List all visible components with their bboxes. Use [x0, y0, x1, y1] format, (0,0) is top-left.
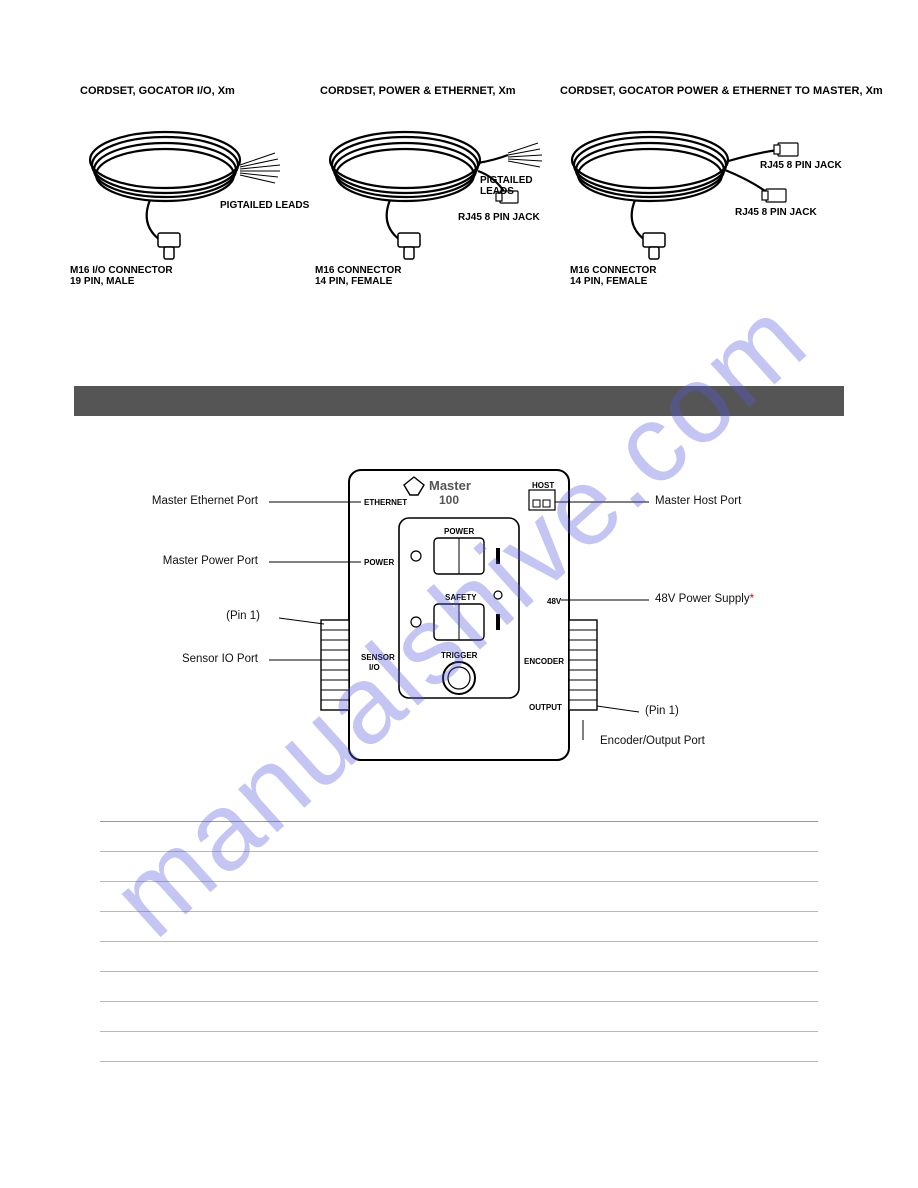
- spec-table: [100, 792, 818, 1062]
- svg-text:Master: Master: [429, 478, 471, 493]
- callout-host: Master Host Port: [655, 495, 741, 507]
- svg-text:SAFETY: SAFETY: [445, 593, 477, 602]
- section-divider-bar: [74, 386, 844, 416]
- table-row: [100, 882, 818, 912]
- svg-text:OUTPUT: OUTPUT: [529, 703, 562, 712]
- svg-text:48V: 48V: [547, 597, 562, 606]
- table-row: [100, 942, 818, 972]
- cordset-2: CORDSET, POWER & ETHERNET, Xm: [320, 85, 560, 275]
- master-100-diagram: Master 100 ETHERNET HOST POWER POWER SAF…: [269, 460, 649, 780]
- cordset-2-diagram: [320, 105, 550, 275]
- svg-text:SENSOR: SENSOR: [361, 653, 395, 662]
- svg-text:POWER: POWER: [444, 527, 474, 536]
- callout-power: Master Power Port: [163, 555, 258, 567]
- master-100-figure: Master 100 ETHERNET HOST POWER POWER SAF…: [0, 460, 918, 780]
- svg-text:ETHERNET: ETHERNET: [364, 498, 407, 507]
- callout-48v: 48V Power Supply*: [655, 593, 754, 605]
- cordset-1: CORDSET, GOCATOR I/O, Xm: [80, 85, 320, 275]
- table-row: [100, 912, 818, 942]
- table-row: [100, 1002, 818, 1032]
- cordset-3-title: CORDSET, GOCATOR POWER & ETHERNET TO MAS…: [560, 85, 860, 97]
- table-row: [100, 852, 818, 882]
- cordset-1-diagram: [80, 105, 300, 275]
- callout-ethernet: Master Ethernet Port: [152, 495, 258, 507]
- cordset-1-title: CORDSET, GOCATOR I/O, Xm: [80, 85, 320, 97]
- svg-text:100: 100: [439, 493, 459, 507]
- svg-text:POWER: POWER: [364, 558, 394, 567]
- cordset-row: CORDSET, GOCATOR I/O, Xm: [80, 85, 868, 275]
- cordset-3: CORDSET, GOCATOR POWER & ETHERNET TO MAS…: [560, 85, 860, 275]
- svg-text:TRIGGER: TRIGGER: [441, 651, 478, 660]
- svg-text:ENCODER: ENCODER: [524, 657, 564, 666]
- svg-text:HOST: HOST: [532, 481, 554, 490]
- table-row: [100, 1032, 818, 1062]
- page: manualshive.com CORDSET, GOCATOR I/O, Xm: [0, 0, 918, 1188]
- cordset-3-diagram: [560, 105, 850, 275]
- callout-encoder-output: Encoder/Output Port: [600, 735, 705, 747]
- callout-pin1-left: (Pin 1): [226, 610, 260, 622]
- table-row: [100, 822, 818, 852]
- callout-pin1-right: (Pin 1): [645, 705, 679, 717]
- cordset-2-title: CORDSET, POWER & ETHERNET, Xm: [320, 85, 560, 97]
- svg-text:I/O: I/O: [369, 663, 380, 672]
- table-row: [100, 792, 818, 822]
- table-row: [100, 972, 818, 1002]
- callout-sensor-io: Sensor IO Port: [182, 653, 258, 665]
